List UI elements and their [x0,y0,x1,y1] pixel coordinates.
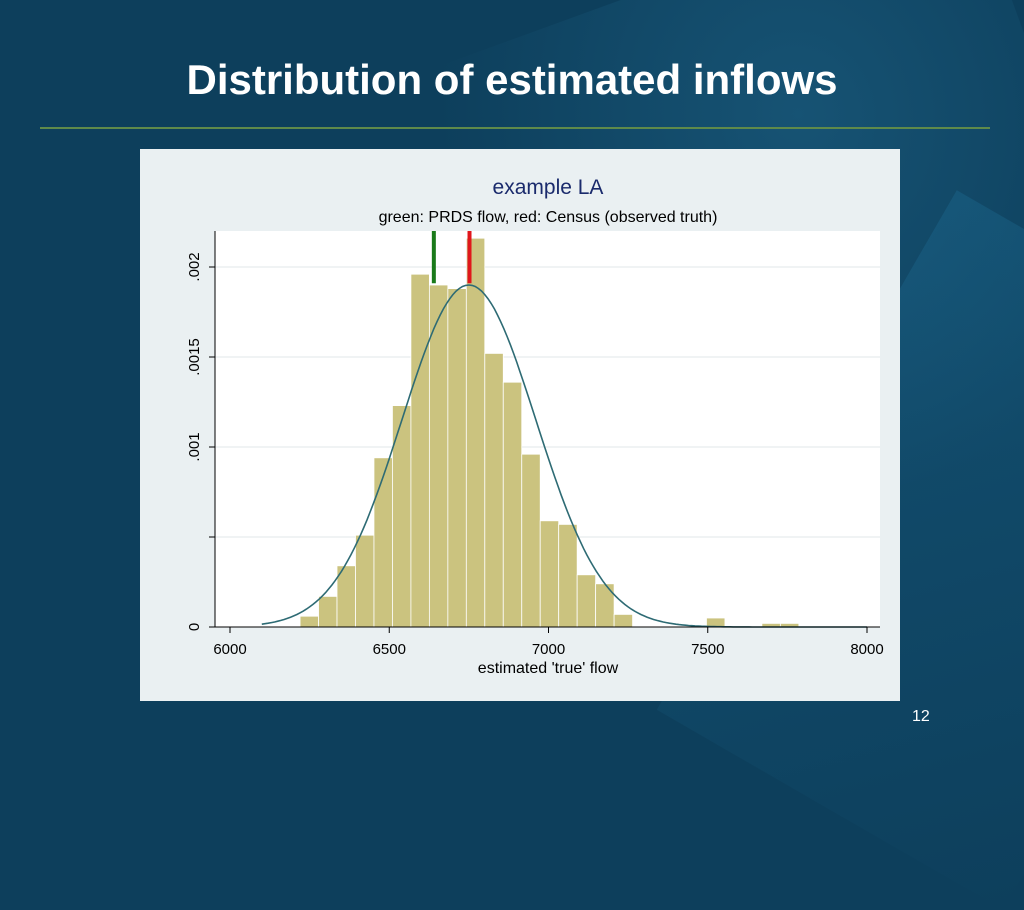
slide-number: 12 [912,708,930,725]
x-tick-label-2: 7000 [532,641,565,658]
histogram-bar-3 [355,534,375,628]
x-tick-label-4: 8000 [850,641,883,658]
x-tick-label-3: 7500 [691,641,724,658]
x-axis-ticks: 6000 6500 7000 7500 8000 [213,627,884,658]
histogram-bar-9 [465,237,486,628]
x-axis-label: estimated 'true' flow [478,660,619,677]
histogram-bar-16 [595,583,615,628]
x-tick-label-1: 6500 [373,641,406,658]
y-axis-ticks: 0 .001 .0015 .002 [186,252,215,631]
histogram-bar-15 [576,574,597,628]
y-tick-label-2: .001 [186,432,203,461]
histogram-bar-1 [318,595,338,628]
gridlines [215,266,880,538]
histogram-bar-6 [410,273,430,628]
histogram-bar-13 [539,520,560,628]
histogram-bar-12 [521,453,541,628]
title-divider [40,127,990,129]
chart-panel: example LA green: PRDS flow, red: Census… [140,149,900,701]
histogram-bar-7 [428,284,449,628]
histogram-bar-4 [373,457,393,628]
histogram-bars [299,237,800,628]
chart-subtitle: green: PRDS flow, red: Census (observed … [379,209,718,226]
y-tick-label-4: .002 [186,252,203,281]
reference-markers [431,231,472,284]
histogram-bar-17 [613,613,633,628]
histogram-bar-0 [299,615,319,628]
histogram-bar-8 [447,288,467,628]
histogram-bar-14 [558,523,578,628]
slide-title: Distribution of estimated inflows [186,56,838,103]
chart-title: example LA [493,176,604,199]
histogram-bar-11 [502,381,523,628]
y-tick-label-0: 0 [186,623,203,631]
y-tick-label-3: .0015 [186,338,203,376]
histogram-chart: example LA green: PRDS flow, red: Census… [186,176,884,677]
histogram-bar-10 [484,352,504,628]
x-tick-label-0: 6000 [213,641,246,658]
